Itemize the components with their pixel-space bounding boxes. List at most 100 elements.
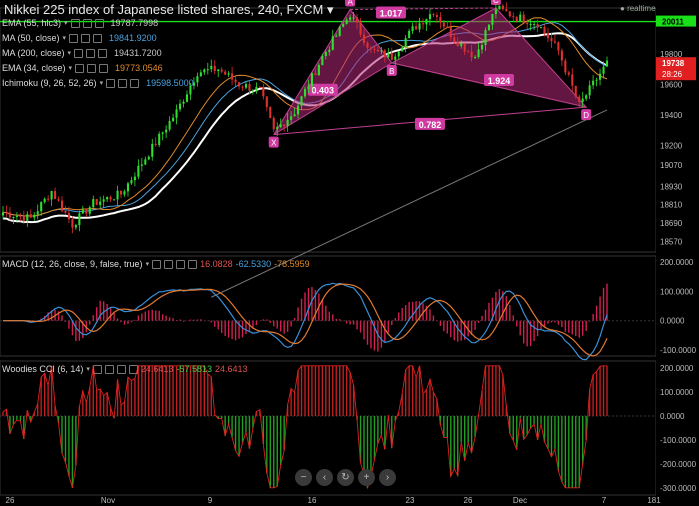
candle-body xyxy=(213,65,216,72)
candle-body xyxy=(369,47,372,49)
candle-body xyxy=(595,79,598,81)
candle-body xyxy=(546,32,550,39)
candle-body xyxy=(387,52,390,58)
candle-body xyxy=(602,66,605,74)
candle-body xyxy=(456,41,459,47)
chart-navigation: − ‹ ↻ + › xyxy=(295,469,396,486)
x-tick-label: 9 xyxy=(208,496,213,505)
candle-body xyxy=(297,105,300,115)
candle-body xyxy=(428,14,432,20)
candle-body xyxy=(144,159,147,165)
macd-pane xyxy=(0,282,656,361)
pattern-point-label: X xyxy=(271,139,277,148)
candle-body xyxy=(540,26,543,28)
cci-legend[interactable]: Woodies CCI (6, 14) ▾ 24.6413 -57.5813 24… xyxy=(2,364,248,374)
candle-body xyxy=(210,65,213,70)
candle-body xyxy=(60,200,64,211)
indicator-row[interactable]: Ichimoku (9, 26, 52, 26) ▾ 19598.5000 xyxy=(2,78,194,88)
candle-body xyxy=(550,38,553,42)
indicator-row[interactable]: MA (200, close) ▾ 19431.7200 xyxy=(2,48,162,58)
candle-body xyxy=(244,84,248,88)
candle-body xyxy=(519,14,522,22)
x-tick-label: 181 xyxy=(647,496,661,505)
indicator-row[interactable]: MA (50, close) ▾ 19841.9200 xyxy=(2,33,157,43)
candle-body xyxy=(234,79,237,83)
candle-body xyxy=(366,42,369,48)
candle-body xyxy=(8,212,11,218)
candle-body xyxy=(203,69,206,73)
candle-body xyxy=(269,107,272,118)
candle-body xyxy=(522,14,525,23)
candle-body xyxy=(168,121,171,130)
candle-body xyxy=(401,47,404,52)
candle-body xyxy=(5,212,8,214)
candle-body xyxy=(491,13,494,25)
zoom-out-icon[interactable]: − xyxy=(295,469,312,486)
candle-body xyxy=(88,207,91,214)
resistance-label-bg xyxy=(656,15,696,27)
candle-body xyxy=(421,23,425,25)
candle-body xyxy=(1,212,5,216)
candle-body xyxy=(199,72,202,77)
candle-body xyxy=(394,56,397,60)
macd-y-tick: 100.0000 xyxy=(660,287,694,296)
candle-body xyxy=(286,119,289,126)
candle-body xyxy=(119,190,123,195)
candle-body xyxy=(227,73,230,75)
candle-body xyxy=(123,191,126,195)
chart-title: Nikkei 225 index of Japanese listed shar… xyxy=(4,2,334,17)
cci-y-tick: 100.0000 xyxy=(660,388,694,397)
macd-legend[interactable]: MACD (12, 26, close, 9, false, true) ▾ 16… xyxy=(2,259,310,269)
candle-body xyxy=(12,216,15,218)
candle-body xyxy=(328,49,331,53)
pattern-ratio-label: 1.924 xyxy=(488,76,511,86)
candle-body xyxy=(418,23,421,30)
candle-body xyxy=(460,43,463,47)
zoom-in-icon[interactable]: + xyxy=(358,469,375,486)
candle-body xyxy=(484,30,487,46)
candle-body xyxy=(432,14,435,16)
candle-body xyxy=(331,36,334,50)
candle-body xyxy=(15,215,18,217)
price-y-tick: 18930 xyxy=(660,182,683,191)
candle-body xyxy=(526,22,529,25)
signal-line xyxy=(3,283,608,357)
x-tick-label: Dec xyxy=(513,496,527,505)
candle-body xyxy=(498,5,501,10)
macd-line xyxy=(3,282,608,361)
candle-body xyxy=(557,42,560,51)
candle-body xyxy=(592,80,595,86)
chevron-left-icon[interactable]: ‹ xyxy=(316,469,333,486)
candle-body xyxy=(536,24,539,28)
pattern-point-badge xyxy=(386,64,397,76)
last-price-bg xyxy=(656,57,696,81)
candle-body xyxy=(505,9,508,12)
candle-body xyxy=(529,24,532,26)
candle-body xyxy=(373,48,376,50)
indicator-row[interactable]: EMA (55, hlc3) ▾ 19787.7998 xyxy=(2,18,159,28)
candle-body xyxy=(262,87,265,97)
candle-body xyxy=(102,199,105,202)
candle-body xyxy=(255,86,258,91)
candle-body xyxy=(439,16,442,23)
cci-pane xyxy=(0,365,656,490)
candle-body xyxy=(560,50,563,61)
pattern-point-label: D xyxy=(583,111,589,120)
candle-body xyxy=(33,214,36,218)
candle-body xyxy=(359,22,362,35)
candle-body xyxy=(81,209,84,214)
pattern-ratio-badge xyxy=(375,6,406,19)
macd-y-tick: -100.0000 xyxy=(660,346,697,355)
candle-body xyxy=(335,35,338,37)
candle-body xyxy=(40,202,43,212)
candle-body xyxy=(362,34,366,43)
candle-body xyxy=(137,165,140,177)
indicator-row[interactable]: EMA (34, close) ▾ 19773.0546 xyxy=(2,63,163,73)
candle-body xyxy=(342,23,345,27)
candle-body xyxy=(321,56,324,65)
refresh-icon[interactable]: ↻ xyxy=(337,469,354,486)
candle-body xyxy=(196,76,199,83)
chevron-right-icon[interactable]: › xyxy=(379,469,396,486)
candle-body xyxy=(449,26,452,38)
